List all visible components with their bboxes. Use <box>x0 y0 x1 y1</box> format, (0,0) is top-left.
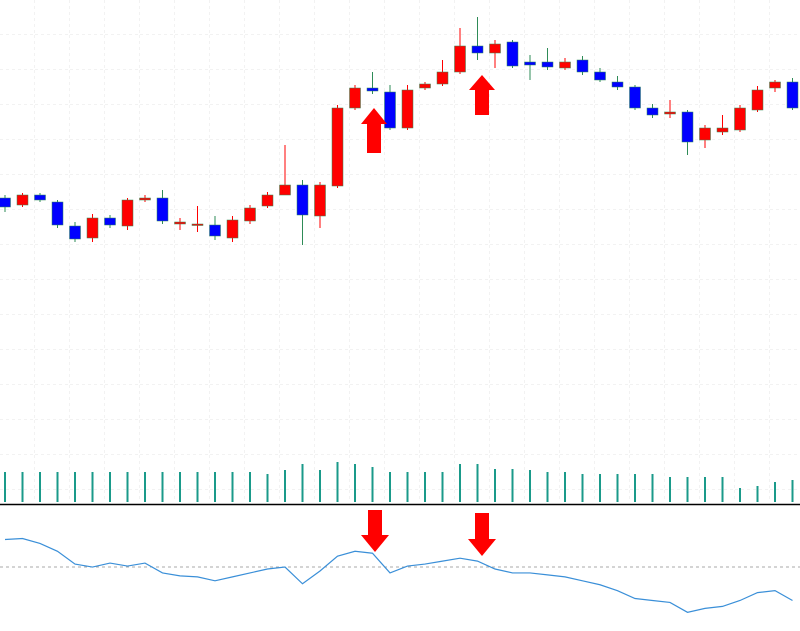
candle-body <box>69 225 81 240</box>
candle-body <box>506 41 519 67</box>
candle-body <box>261 194 274 207</box>
candle-body <box>191 223 204 226</box>
candle-body <box>716 127 729 133</box>
up-arrow <box>361 108 387 153</box>
candle-body <box>489 43 501 54</box>
candle-body <box>471 45 484 54</box>
candle-body <box>139 197 151 201</box>
candle-body <box>51 201 64 226</box>
candle-body <box>156 197 169 222</box>
candle-body <box>734 107 746 131</box>
candle-body <box>244 207 256 222</box>
candle-body <box>121 199 134 227</box>
candle-body <box>594 71 606 81</box>
candle-body <box>366 87 379 92</box>
candle-body <box>786 81 799 109</box>
candle-body <box>16 194 29 206</box>
down-arrow <box>361 510 389 552</box>
candle-body <box>104 217 116 226</box>
candle-body <box>629 86 641 109</box>
candle-body <box>314 184 326 217</box>
candle-body <box>559 61 571 69</box>
candle-body <box>454 45 466 73</box>
candle-body <box>769 81 781 89</box>
down-arrow <box>468 513 496 556</box>
candle-body <box>86 217 99 239</box>
candle-body <box>699 127 711 141</box>
candle-body <box>419 83 431 89</box>
candle-body <box>524 61 536 66</box>
grid <box>0 0 800 502</box>
candle-body <box>331 107 344 187</box>
candle-body <box>576 59 589 73</box>
candle-body <box>681 111 694 143</box>
candle-body <box>401 89 414 129</box>
candle-body <box>384 91 396 129</box>
candle-body <box>296 184 309 216</box>
candle-body <box>751 89 764 111</box>
up-arrow <box>469 75 495 115</box>
candle-body <box>34 194 46 201</box>
candle-body <box>349 87 361 109</box>
arrows <box>361 75 496 556</box>
marks <box>0 17 800 613</box>
candle-body <box>436 71 449 85</box>
candle-body <box>611 81 624 88</box>
candle-body <box>541 61 554 68</box>
candle-body <box>279 184 291 196</box>
candle-body <box>174 221 186 225</box>
candle-body <box>209 224 221 237</box>
candle-body <box>646 107 659 116</box>
candle-body <box>226 219 239 239</box>
candle-body <box>664 111 676 115</box>
candle-body <box>0 197 11 208</box>
indicator-line <box>4 537 793 613</box>
